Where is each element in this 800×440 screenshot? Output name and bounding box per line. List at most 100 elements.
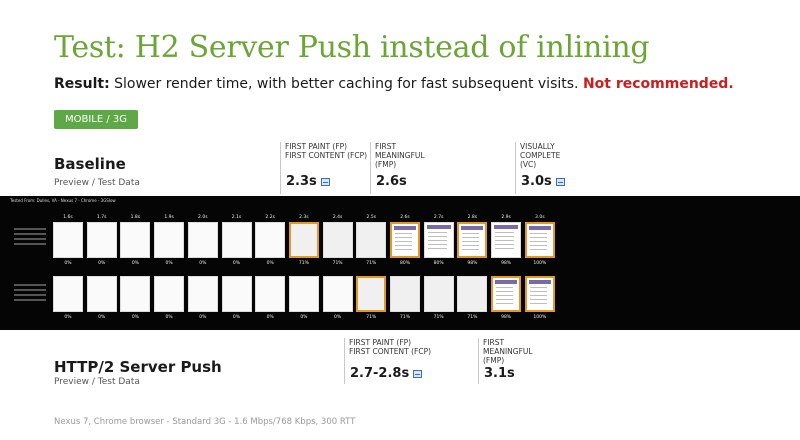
film-frame[interactable]: 1.9s 0% xyxy=(154,214,185,268)
frame-time: 2.1s xyxy=(231,215,242,220)
frame-percent: 0% xyxy=(266,315,274,320)
metric-value: 2.3s xyxy=(286,174,317,189)
frame-percent: 0% xyxy=(98,261,106,266)
frame-thumbnail xyxy=(86,276,117,312)
frame-thumbnail xyxy=(390,222,420,258)
frame-thumbnail xyxy=(524,276,555,312)
frame-thumbnail xyxy=(255,222,286,258)
metric-label: VISUALLY COMPLETE (VC) xyxy=(520,142,561,169)
frame-percent: 0% xyxy=(165,315,173,320)
frame-thumbnail xyxy=(524,222,555,258)
film-frame[interactable]: 2.8s71% xyxy=(457,268,488,322)
metric-value-row: 2.3s xyxy=(286,174,330,189)
metric-value-row: 2.7-2.8s xyxy=(350,366,423,381)
film-frame[interactable]: 1.9s0% xyxy=(154,268,185,322)
film-frame[interactable]: 2.6s71% xyxy=(390,268,420,322)
film-frame[interactable]: 1.8s0% xyxy=(120,268,151,322)
frame-percent: 80% xyxy=(399,261,410,266)
report-icon[interactable] xyxy=(555,177,565,186)
frame-percent: 71% xyxy=(298,261,309,266)
frame-percent: 98% xyxy=(501,261,512,266)
metric-label: FIRST PAINT (FP) FIRST CONTENT (FCP) xyxy=(349,338,432,356)
frame-percent: 0% xyxy=(165,261,173,266)
filmstrip-header: Tested From: Dulles, VA - Nexus 7 - Chro… xyxy=(10,198,116,203)
film-frame[interactable]: 1.7s 0% xyxy=(86,214,117,268)
frame-percent: 100% xyxy=(533,261,547,266)
frame-percent: 0% xyxy=(232,315,241,320)
push-row-label xyxy=(14,284,46,310)
film-frame[interactable]: 1.7s0% xyxy=(86,268,117,322)
frame-time: 2.7s xyxy=(433,215,444,220)
frame-percent: 98% xyxy=(501,315,512,320)
baseline-metric-vc: VISUALLY COMPLETE (VC) 3.0s xyxy=(515,142,565,194)
metric-label: FIRST MEANINGFUL (FMP) xyxy=(375,142,425,169)
film-frame[interactable]: 1.6s0% xyxy=(53,268,83,322)
film-frame[interactable]: 2.8s 98% xyxy=(457,214,488,268)
frame-thumbnail xyxy=(221,276,252,312)
result-label: Result: xyxy=(54,76,110,92)
metric-value: 3.0s xyxy=(521,174,552,189)
metric-value-text: 3.1s xyxy=(484,366,515,381)
frame-thumbnail xyxy=(356,222,387,258)
page-title: Test: H2 Server Push instead of inlining xyxy=(54,30,650,65)
frame-time: 1.7s xyxy=(96,215,107,220)
film-frame[interactable]: 2.0s0% xyxy=(187,268,218,322)
report-icon[interactable] xyxy=(413,369,423,378)
film-frame[interactable]: 2.2s0% xyxy=(255,268,286,322)
film-frame[interactable]: 3.0s 100% xyxy=(524,214,555,268)
film-frame[interactable]: 2.1s0% xyxy=(221,268,252,322)
frame-time: 2.6s xyxy=(400,215,410,220)
baseline-title: Baseline xyxy=(54,155,126,173)
frame-percent: 98% xyxy=(467,261,478,266)
frame-thumbnail xyxy=(390,276,420,312)
frame-thumbnail xyxy=(356,276,387,312)
frame-percent: 0% xyxy=(64,315,72,320)
report-icon[interactable] xyxy=(320,177,330,186)
film-frame[interactable]: 2.4s0% xyxy=(322,268,353,322)
metric-value: 3.1s xyxy=(484,366,515,381)
frame-time: 2.0s xyxy=(198,215,208,220)
frame-thumbnail xyxy=(86,222,117,258)
frame-thumbnail xyxy=(53,276,83,312)
metric-value: 2.6s xyxy=(376,174,407,189)
push-metric-fmp: FIRST MEANINGFUL (FMP) 3.1s xyxy=(478,338,533,384)
frame-time: 1.8s xyxy=(130,215,141,220)
frame-thumbnail xyxy=(154,276,185,312)
frame-thumbnail xyxy=(53,222,83,258)
film-frame[interactable]: 2.6s 80% xyxy=(390,214,420,268)
baseline-links[interactable]: Preview / Test Data xyxy=(54,178,140,188)
film-frame[interactable]: 2.4s 71% xyxy=(322,214,353,268)
frame-time: 1.9s xyxy=(164,215,174,220)
frame-thumbnail xyxy=(288,222,319,258)
frame-time: 1.6s xyxy=(63,215,73,220)
film-frame[interactable]: 2.7s71% xyxy=(423,268,454,322)
metric-value: 2.7-2.8s xyxy=(350,366,410,381)
baseline-row-label xyxy=(14,228,46,254)
film-frame[interactable]: 2.3s 71% xyxy=(288,214,319,268)
frame-percent: 71% xyxy=(433,315,444,320)
frame-time: 3.0s xyxy=(535,215,545,220)
film-frame[interactable]: 2.3s0% xyxy=(288,268,319,322)
metric-value-row: 3.0s xyxy=(521,174,565,189)
push-links[interactable]: Preview / Test Data xyxy=(54,377,140,387)
frame-time: 2.5s xyxy=(366,215,377,220)
film-frame[interactable]: 2.2s 0% xyxy=(255,214,286,268)
frame-thumbnail xyxy=(322,222,353,258)
frame-percent: 0% xyxy=(300,315,308,320)
frame-thumbnail xyxy=(423,222,454,258)
film-frame[interactable]: 2.7s 80% xyxy=(423,214,454,268)
frame-thumbnail xyxy=(187,276,218,312)
frame-time: 2.2s xyxy=(265,215,275,220)
frame-thumbnail xyxy=(221,222,252,258)
frame-percent: 0% xyxy=(266,261,274,266)
result-warning: Not recommended. xyxy=(582,76,734,92)
